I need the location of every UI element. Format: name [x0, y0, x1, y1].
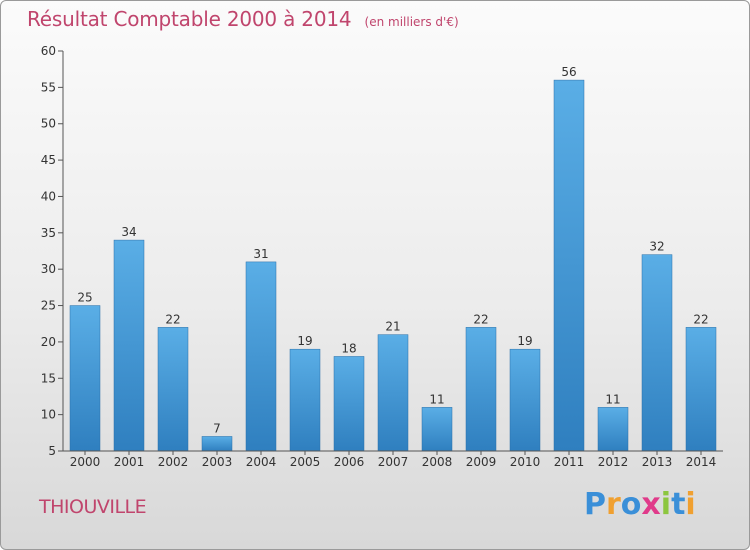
logo-letter: P: [584, 487, 606, 522]
bar-value-label: 22: [693, 312, 708, 326]
y-tick-label: 55: [41, 80, 56, 94]
logo-letter: o: [620, 487, 642, 522]
chart-title: Résultat Comptable 2000 à 2014: [27, 7, 352, 31]
bar: [421, 407, 453, 452]
y-tick-label: 35: [41, 226, 56, 240]
bar-value-label: 21: [385, 320, 400, 334]
y-tick-label: 45: [41, 153, 56, 167]
x-tick-label: 2012: [598, 455, 629, 469]
commune-name: THIOUVILLE: [39, 496, 147, 518]
x-tick-label: 2004: [246, 455, 277, 469]
x-tick-label: 2010: [510, 455, 541, 469]
x-tick-label: 2005: [290, 455, 321, 469]
bar: [685, 327, 717, 452]
y-tick-label: 25: [41, 299, 56, 313]
bar: [245, 261, 277, 452]
x-tick-label: 2003: [202, 455, 233, 469]
bar: [113, 239, 145, 452]
chart-unit: (en milliers d'€): [364, 15, 459, 29]
bar: [289, 348, 321, 452]
bar: [201, 436, 233, 452]
x-tick-label: 2006: [334, 455, 365, 469]
x-tick-label: 2001: [114, 455, 145, 469]
y-tick-label: 60: [41, 44, 56, 58]
bar: [333, 356, 365, 452]
bar-value-label: 22: [165, 312, 180, 326]
bar-value-label: 7: [213, 421, 221, 435]
x-tick-label: 2009: [466, 455, 497, 469]
x-tick-label: 2000: [70, 455, 101, 469]
bar-value-label: 11: [429, 392, 444, 406]
logo-letter: i: [660, 487, 672, 522]
y-tick-label: 40: [41, 189, 56, 203]
bar-value-label: 19: [517, 334, 532, 348]
bar-value-label: 25: [77, 291, 92, 305]
y-tick-label: 15: [41, 371, 56, 385]
bar-value-label: 34: [121, 225, 136, 239]
bar-value-label: 19: [297, 334, 312, 348]
bar-value-label: 56: [561, 65, 576, 79]
bar-value-label: 11: [605, 392, 620, 406]
logo-letter: r: [606, 487, 621, 522]
logo-letter: t: [671, 487, 686, 522]
x-tick-label: 2007: [378, 455, 409, 469]
bar-value-label: 18: [341, 341, 356, 355]
bar: [509, 348, 541, 452]
y-tick-label: 5: [48, 444, 56, 458]
bar: [377, 334, 409, 452]
y-tick-label: 10: [41, 408, 56, 422]
y-tick-label: 30: [41, 262, 56, 276]
y-tick-label: 20: [41, 335, 56, 349]
bar-value-label: 31: [253, 247, 268, 261]
bar: [553, 79, 585, 452]
proxiti-logo[interactable]: Proxiti: [584, 487, 696, 522]
x-tick-label: 2013: [642, 455, 673, 469]
bar: [465, 327, 497, 452]
axis-layer: 5 10 15 20 25 30 35 40 45 50 55 60 2000 2001 2002 2003 2…: [41, 44, 723, 469]
bar-value-label: 22: [473, 312, 488, 326]
y-tick-label: 50: [41, 117, 56, 131]
x-tick-label: 2008: [422, 455, 453, 469]
x-tick-label: 2011: [554, 455, 585, 469]
logo-letter: x: [641, 487, 661, 522]
bar: [69, 305, 101, 452]
bar: [157, 327, 189, 452]
bar: [641, 254, 673, 452]
title-row: Résultat Comptable 2000 à 2014 (en milli…: [27, 7, 459, 31]
logo-letter: i: [685, 487, 696, 522]
bar: [597, 407, 629, 452]
x-tick-label: 2002: [158, 455, 189, 469]
bars-layer: 25 34 22 7 31 19 18 21 11 22 19 56 11 32 22: [69, 65, 717, 452]
bar-value-label: 32: [649, 240, 664, 254]
x-tick-label: 2014: [686, 455, 717, 469]
